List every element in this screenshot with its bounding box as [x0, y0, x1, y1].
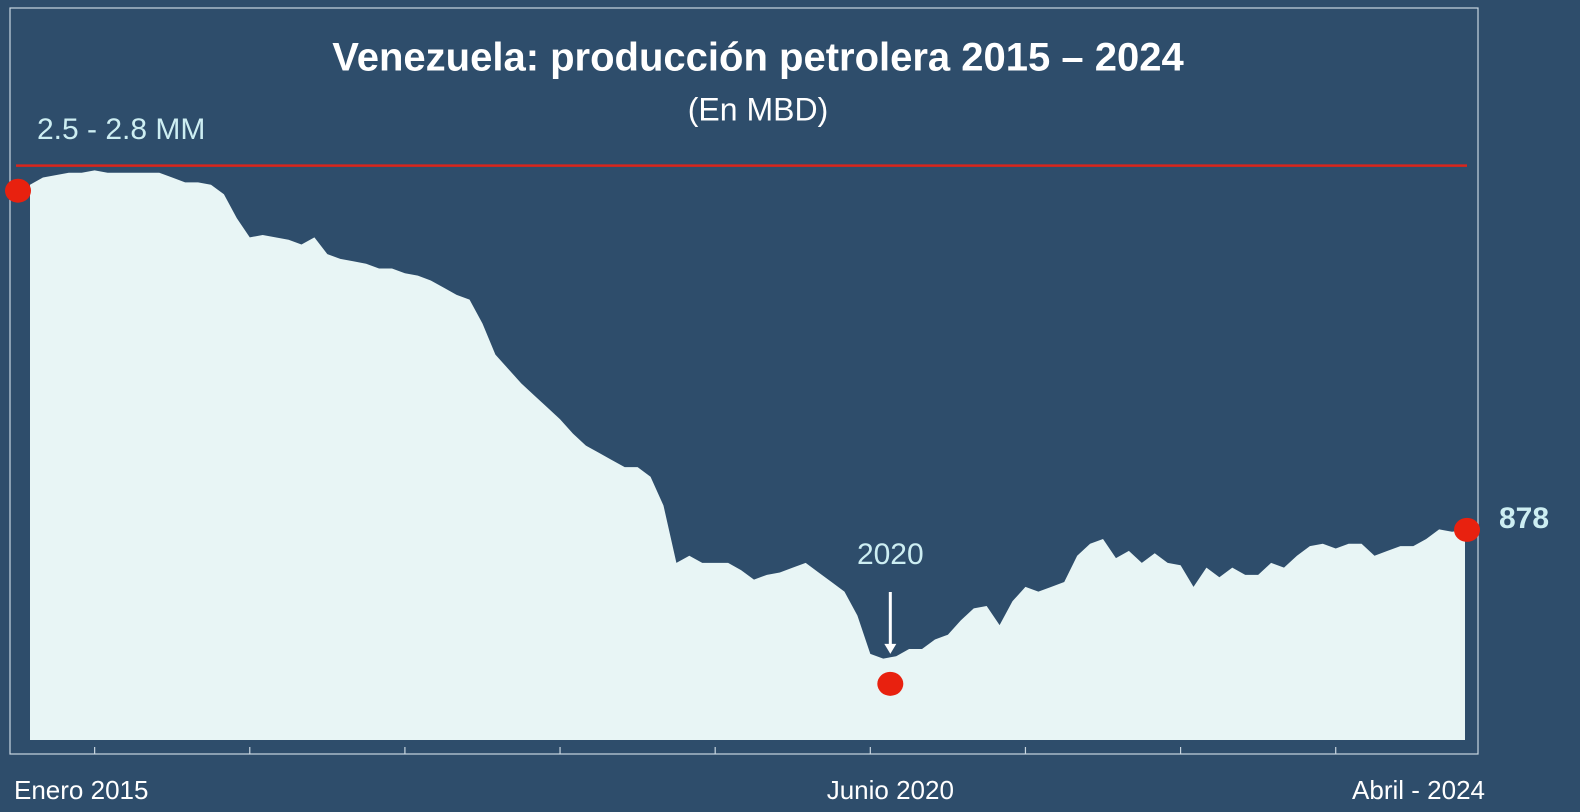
reference-label: 2.5 - 2.8 MM — [37, 113, 205, 146]
chart-subtitle: (En MBD) — [688, 91, 828, 127]
x-tick-label: Junio 2020 — [827, 775, 954, 805]
frame — [9, 7, 1479, 755]
annotation-arrowhead — [884, 643, 897, 654]
annotation-label: 2020 — [857, 538, 924, 571]
highlight-dot — [877, 671, 904, 696]
highlight-dot — [5, 178, 31, 203]
x-tick-label: Enero 2015 — [14, 775, 148, 805]
value-label: 878 — [1499, 502, 1549, 535]
chart-title: Venezuela: producción petrolera 2015 – 2… — [332, 36, 1184, 80]
x-tick-label: Abril - 2024 — [1352, 775, 1485, 805]
highlight-dot — [1454, 517, 1480, 542]
area — [30, 170, 1465, 740]
